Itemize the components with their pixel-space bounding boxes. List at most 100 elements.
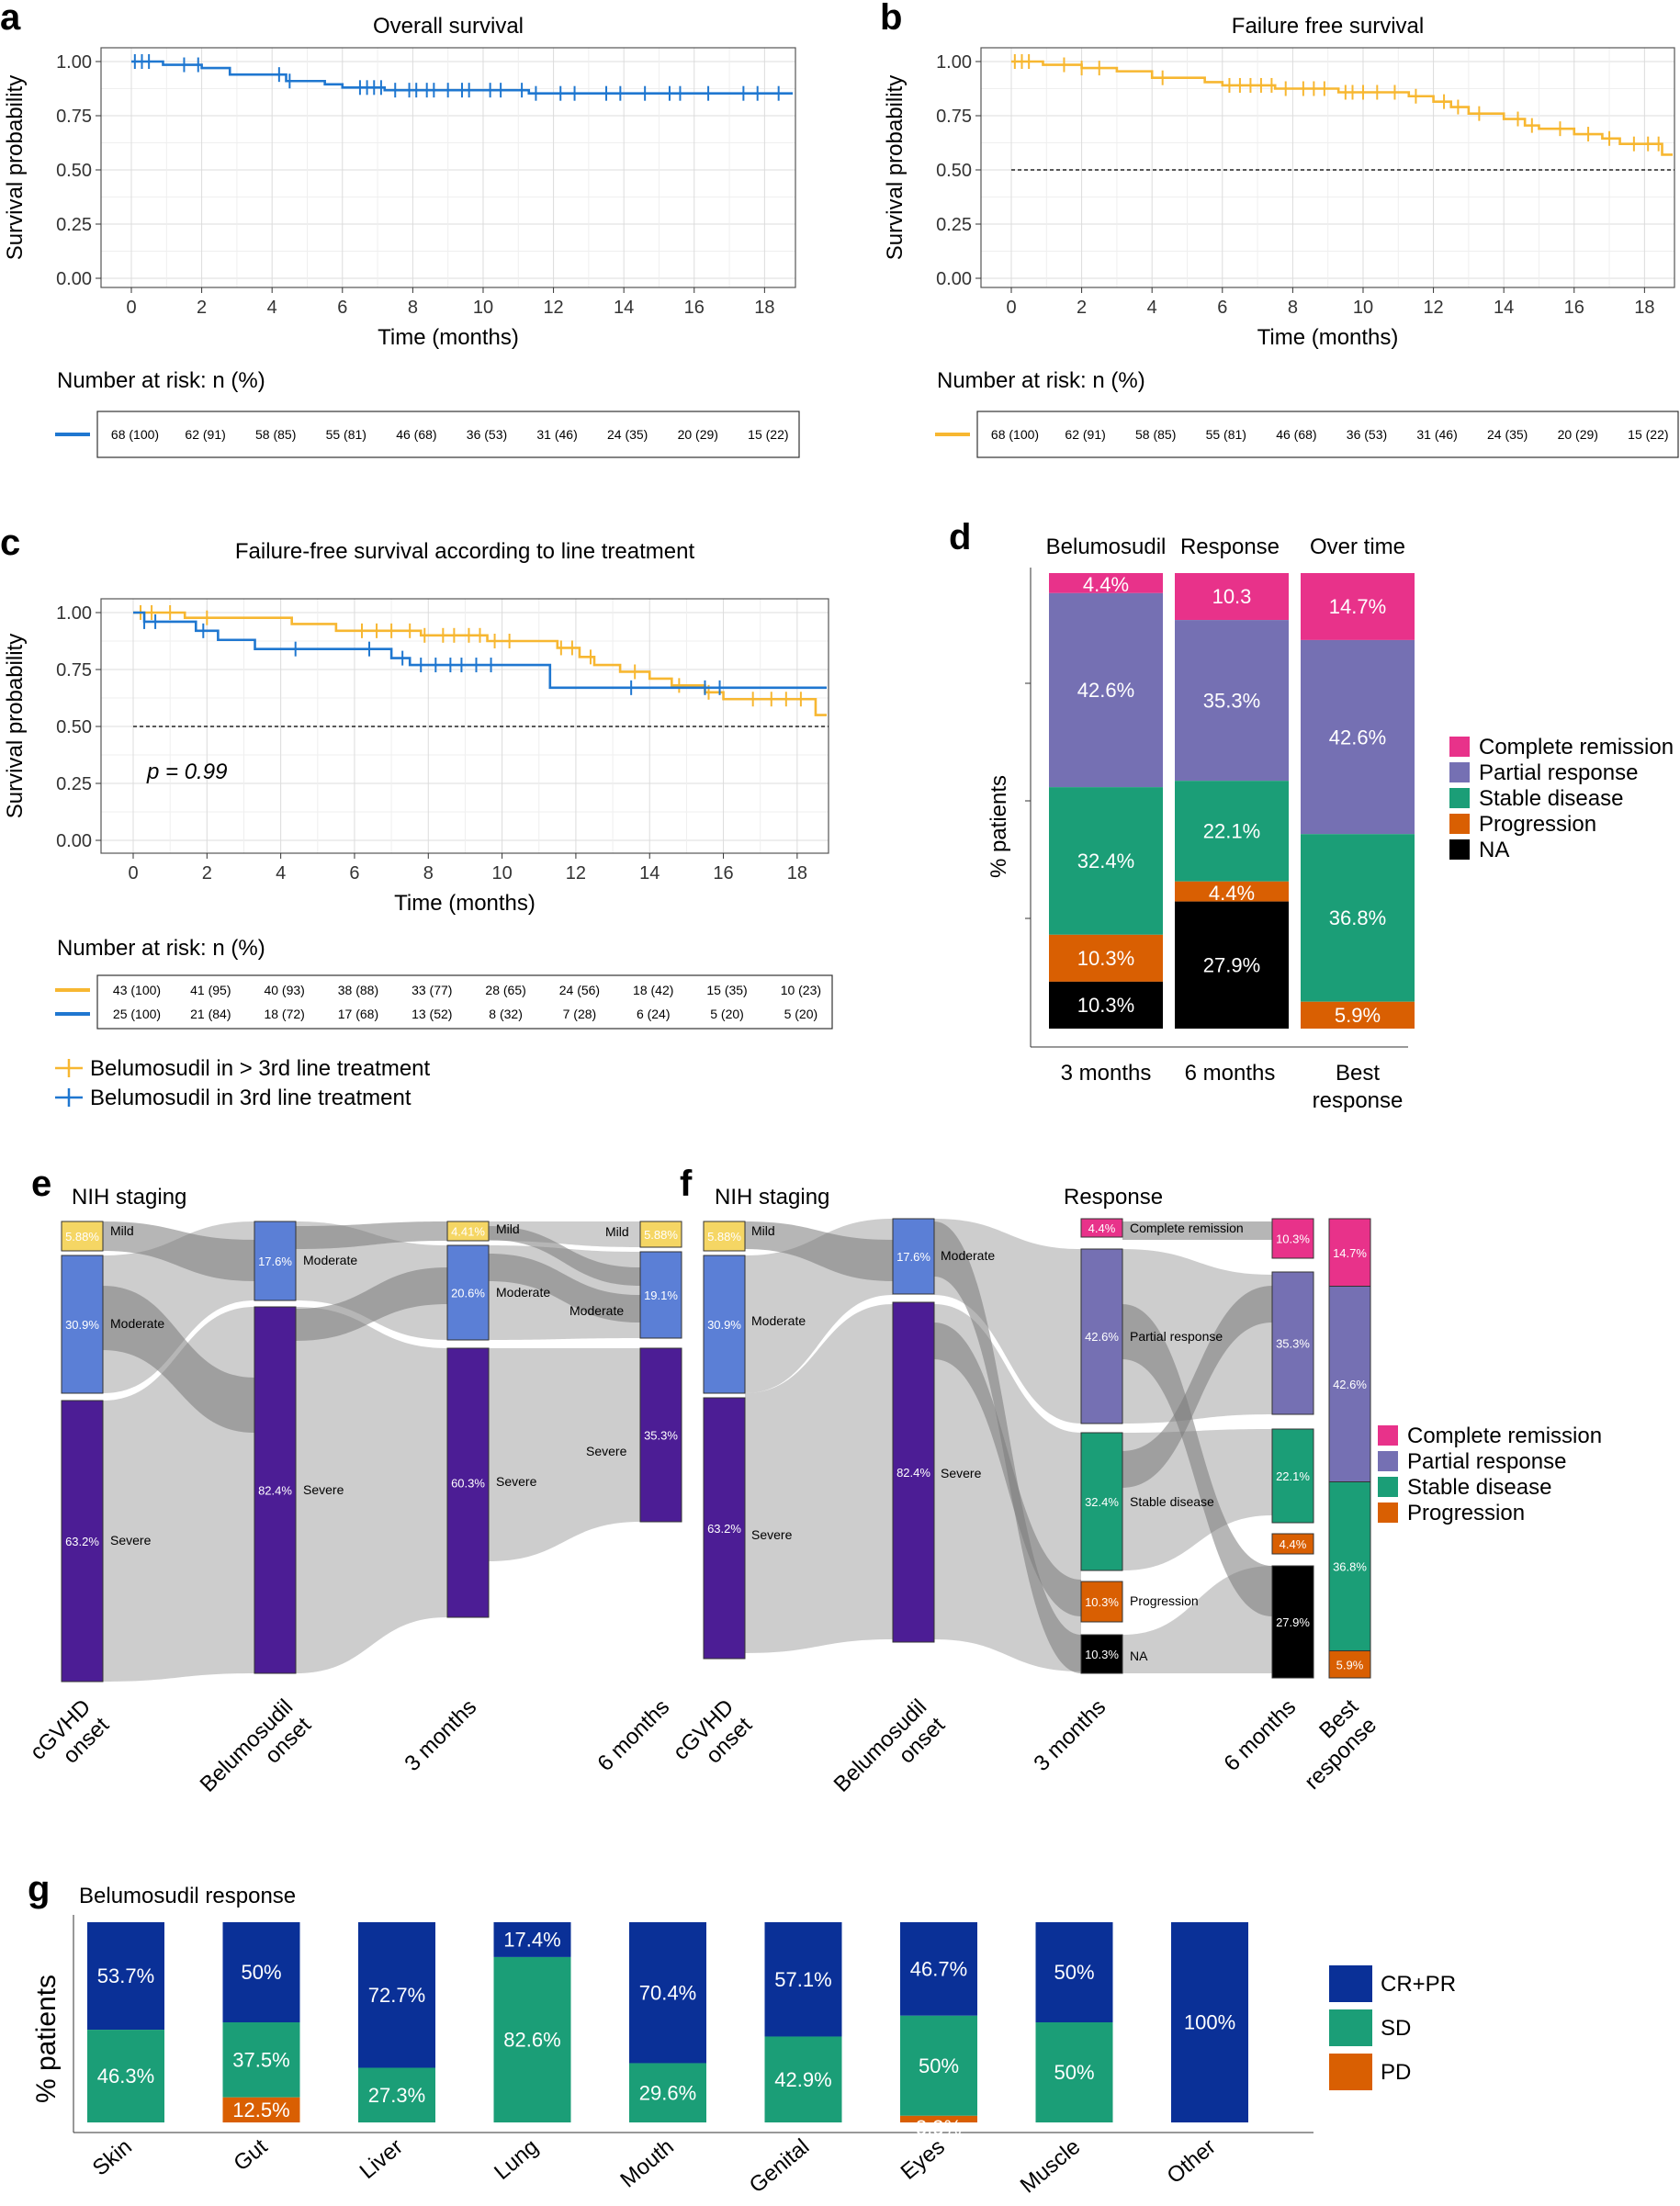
x-tick-label: 4 [1147, 298, 1157, 318]
risk-value: 8 (32) [489, 1007, 523, 1021]
bar-label: 4.4% [1083, 573, 1129, 596]
node-na [1271, 1565, 1314, 1679]
x-tick-label: 10 [1353, 298, 1373, 318]
panel-f: f NIH staging Response 5.88% 30.9% 63.2% 17.6%… [669, 1164, 1602, 1816]
bar-segment-sd [222, 2022, 300, 2098]
bar-segment-progression [1301, 1001, 1415, 1029]
bar-label: 32.4% [1077, 850, 1134, 872]
x-tick-label: 10 [491, 863, 512, 884]
node-partial-response [1328, 1286, 1371, 1482]
risk-value: 36 (53) [1347, 427, 1387, 442]
risk-value: 13 (52) [412, 1007, 452, 1021]
risk-value: 43 (100) [113, 983, 161, 997]
x-tick-label: Gut [229, 2134, 272, 2177]
alluvial-flow [296, 1307, 447, 1673]
x-tick-label: 6 months [1219, 1694, 1301, 1776]
km-curve-overall-survival [131, 60, 793, 95]
column-header: Over time [1310, 535, 1405, 559]
node-value: 63.2% [707, 1522, 741, 1536]
p-value: p = 0.99 [146, 760, 227, 784]
risk-value: 17 (68) [338, 1007, 378, 1021]
x-tick-label: 12 [543, 298, 563, 318]
node-stage-label: Severe [751, 1527, 793, 1542]
legend-label: Complete remission [1407, 1424, 1602, 1448]
legend-swatch [1449, 839, 1470, 860]
node-moderate [446, 1244, 490, 1341]
legend-swatch [1449, 814, 1470, 834]
bar-label: 12.5% [232, 2099, 289, 2122]
node-stage-label: Mild [751, 1223, 775, 1238]
x-tick-label: 14 [1494, 298, 1514, 318]
node-stage-label: Moderate [941, 1248, 995, 1263]
bar-label: 27.3% [368, 2084, 425, 2107]
alluvial-flow [934, 1221, 1081, 1673]
panel-g: g Belumosudil response % patients 53.7% 46.3… [28, 1869, 1456, 2198]
node-value: 10.3% [1085, 1648, 1119, 1661]
node-value: 30.9% [707, 1318, 741, 1332]
alluvial-flow [489, 1348, 640, 1561]
bar-label: 50% [1054, 1961, 1094, 1984]
node-value: 42.6% [1333, 1378, 1367, 1391]
x-tick-label: cGVHDonset [669, 1694, 758, 1784]
node-value: 5.88% [644, 1228, 678, 1242]
bar-segment-cr-pr [358, 1922, 435, 2068]
node-stage-label: Mild [496, 1221, 520, 1236]
x-tick-label: Skin [88, 2134, 137, 2181]
node-stage-label: Moderate [110, 1316, 164, 1331]
legend-label: SD [1381, 2016, 1411, 2041]
risk-value: 36 (53) [467, 427, 507, 442]
node-stable-disease [1080, 1432, 1123, 1571]
y-tick-label: 0.00 [56, 831, 92, 851]
bar-segment-cr-pr [87, 1922, 164, 2031]
bar-segment-sd [900, 2015, 977, 2116]
legend-swatch [1329, 2009, 1372, 2046]
bar-label: 17.4% [503, 1929, 560, 1952]
x-tick-label: Belumosudilonset [829, 1694, 951, 1816]
node-value: 5.88% [707, 1230, 741, 1244]
node-severe [254, 1306, 297, 1674]
risk-value: 68 (100) [991, 427, 1039, 442]
node-value: 22.1% [1276, 1469, 1310, 1483]
risk-value: 58 (85) [1135, 427, 1176, 442]
legend-swatch [1449, 788, 1470, 808]
risk-value: 68 (100) [111, 427, 159, 442]
node-value: 5.88% [65, 1230, 99, 1244]
alluvial-flow [296, 1267, 447, 1341]
km-curve-failure-free-survival [1011, 60, 1673, 156]
panel-b: b Failure free survival 0.00 0.25 0.50 0.75 1.… [880, 0, 1679, 458]
y-tick-label: 0.25 [56, 215, 92, 235]
bar-segment-stable-disease [1301, 834, 1415, 1002]
node-stage-label: Severe [110, 1533, 152, 1548]
node-value: 30.9% [65, 1318, 99, 1332]
bar-segment-na [1175, 901, 1289, 1029]
panel-d: d Belumosudil Response Over time % patients 4… [949, 517, 1674, 1113]
legend-swatch [1378, 1451, 1398, 1471]
bar-segment-pd [900, 2115, 977, 2122]
risk-value: 5 (20) [710, 1007, 744, 1021]
bar-segment-sd [87, 2030, 164, 2122]
x-tick-label: response [1313, 1088, 1404, 1113]
risk-value: 24 (35) [1487, 427, 1528, 442]
plot-border [100, 47, 796, 288]
bar-label: 46.7% [910, 1958, 967, 1981]
node-severe [446, 1347, 490, 1618]
x-tick-label: 6 [349, 863, 359, 884]
risk-value: 20 (29) [1558, 427, 1598, 442]
node-value: 4.41% [451, 1225, 485, 1239]
node-stage-label: Severe [941, 1466, 982, 1480]
x-tick-label: Liver [355, 2134, 408, 2184]
node-progression [1328, 1650, 1371, 1679]
bar-label: 70.4% [639, 1981, 696, 2004]
bar-label: 42.6% [1077, 679, 1134, 702]
alluvial-flow [296, 1221, 447, 1340]
node-severe [639, 1347, 682, 1523]
node-moderate [254, 1221, 297, 1301]
y-axis-label: Survival probability [883, 75, 908, 260]
node-stage-label: Progression [1130, 1593, 1199, 1608]
panel-label-e: e [31, 1164, 51, 1204]
bar-segment-pd [222, 2097, 300, 2122]
node-value: 35.3% [1276, 1337, 1310, 1351]
node-complete-remission [1328, 1218, 1371, 1287]
node-stage-label: Severe [496, 1474, 537, 1489]
